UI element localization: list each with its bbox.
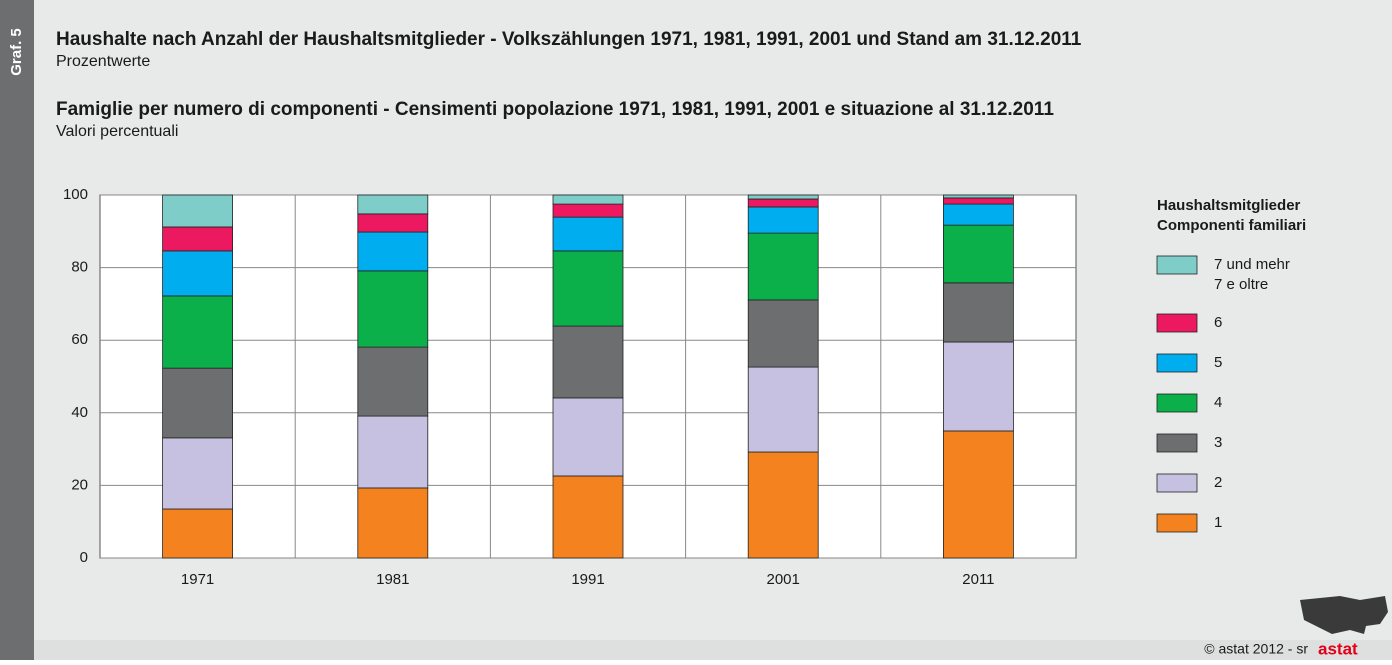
legend-label: 3 xyxy=(1214,434,1222,451)
bar-segment xyxy=(552,397,624,477)
bar-segment xyxy=(552,250,624,327)
legend-label: 7 und mehr xyxy=(1214,256,1290,273)
bar-segment xyxy=(747,366,819,453)
title-it: Famiglie per numero di componenti - Cens… xyxy=(56,99,1054,120)
legend-title: Componenti familiari xyxy=(1157,217,1306,234)
bar-segment xyxy=(162,295,234,369)
legend-label: 1 xyxy=(1214,514,1222,531)
bar-segment xyxy=(552,216,624,252)
bar-segment xyxy=(162,194,234,228)
title-de: Haushalte nach Anzahl der Haushaltsmitgl… xyxy=(56,29,1082,50)
source: © astat 2012 - sr xyxy=(1204,641,1308,657)
x-tick-label: 1981 xyxy=(376,571,409,588)
legend-label: 7 e oltre xyxy=(1214,276,1268,293)
x-tick-label: 2001 xyxy=(767,571,800,588)
bar-segment xyxy=(162,508,234,559)
x-tick-label: 2011 xyxy=(962,571,994,588)
footer-band xyxy=(34,640,1392,660)
bar-segment xyxy=(552,194,624,205)
sidebar-label: Graf. 5 xyxy=(8,28,25,76)
y-tick-label: 40 xyxy=(71,404,88,421)
legend-swatch xyxy=(1156,353,1198,373)
bar-segment xyxy=(552,475,624,559)
bar-segment xyxy=(357,487,429,559)
subtitle-it: Valori percentuali xyxy=(56,123,178,140)
bar-segment xyxy=(747,299,819,368)
bar-segment xyxy=(162,250,234,297)
bar-segment xyxy=(552,325,624,399)
bar-segment xyxy=(552,203,624,218)
legend-label: 5 xyxy=(1214,354,1222,371)
y-tick-label: 60 xyxy=(71,331,88,348)
bar-segment xyxy=(747,198,819,208)
bar-segment xyxy=(357,415,429,489)
bar-segment xyxy=(943,203,1014,226)
x-tick-label: 1971 xyxy=(181,571,214,588)
y-tick-label: 20 xyxy=(71,476,88,493)
legend-label: 4 xyxy=(1214,394,1222,411)
bar-segment xyxy=(943,194,1014,199)
y-tick-label: 80 xyxy=(71,259,88,276)
bar-segment xyxy=(357,194,429,215)
bar-segment xyxy=(162,367,234,439)
bar-segment xyxy=(747,232,819,301)
legend-title: Haushaltsmitglieder xyxy=(1157,197,1301,214)
bar-segment xyxy=(162,437,234,510)
logo-map xyxy=(1300,596,1388,634)
legend-swatch xyxy=(1156,433,1198,453)
legend-swatch xyxy=(1156,255,1198,275)
x-tick-label: 1991 xyxy=(571,571,604,588)
bar-segment xyxy=(943,224,1014,284)
bar-segment xyxy=(162,226,234,252)
legend-label: 6 xyxy=(1214,314,1222,331)
bar-segment xyxy=(747,451,819,559)
legend-swatch xyxy=(1156,313,1198,333)
subtitle-de: Prozentwerte xyxy=(56,53,150,70)
bar-segment xyxy=(747,206,819,234)
bar-segment xyxy=(943,430,1014,559)
legend-label: 2 xyxy=(1214,474,1222,491)
bar-segment xyxy=(357,346,429,417)
bar-segment xyxy=(943,282,1014,343)
bar-segment xyxy=(357,213,429,233)
bar-segment xyxy=(357,270,429,348)
legend-swatch xyxy=(1156,513,1198,533)
y-tick-label: 0 xyxy=(80,549,88,566)
bar-segment xyxy=(747,194,819,200)
bar-segment xyxy=(943,341,1014,432)
y-tick-label: 100 xyxy=(63,186,88,203)
logo: astat xyxy=(1318,639,1358,658)
bar-segment xyxy=(357,231,429,272)
bar-segment xyxy=(943,197,1014,205)
sidebar xyxy=(0,0,34,660)
legend-swatch xyxy=(1156,393,1198,413)
legend-swatch xyxy=(1156,473,1198,493)
